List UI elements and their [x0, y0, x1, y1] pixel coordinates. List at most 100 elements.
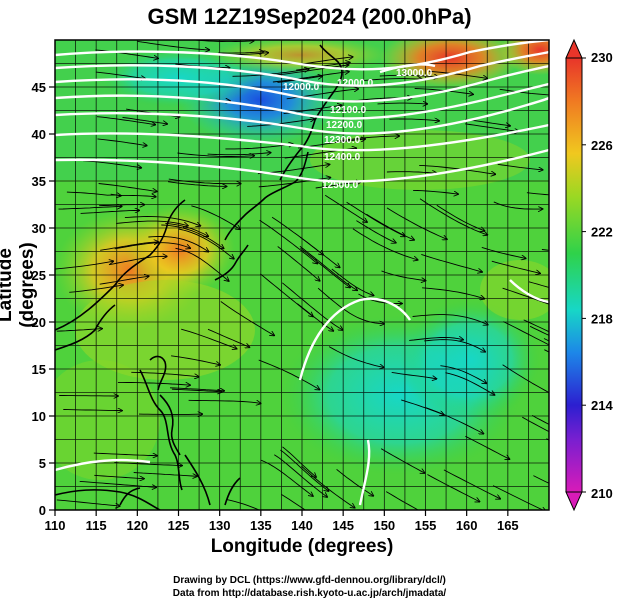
height-contours	[55, 40, 549, 506]
colorbar-tick-label: 214	[591, 398, 613, 413]
streamline	[465, 123, 518, 132]
streamline	[218, 52, 263, 54]
streamline	[440, 365, 486, 384]
streamline	[260, 459, 313, 496]
streamline	[272, 72, 349, 83]
colorbar-tick-label: 210	[591, 486, 613, 501]
x-tick-label: 165	[497, 518, 519, 533]
streamline	[94, 474, 143, 478]
x-tick-label: 140	[291, 518, 313, 533]
y-tick-label: 45	[32, 80, 46, 95]
streamline	[122, 116, 168, 124]
streamline	[168, 178, 241, 184]
colorbar-scale	[565, 57, 583, 493]
streamline	[79, 480, 156, 487]
y-tick-label: 35	[32, 174, 46, 189]
streamline	[299, 236, 339, 267]
streamline	[315, 182, 361, 189]
wind-streamlines	[55, 40, 549, 510]
streamline	[282, 282, 342, 330]
contour-label: 13000.0	[396, 68, 433, 79]
streamline	[56, 499, 120, 506]
x-tick-label: 150	[373, 518, 395, 533]
y-tick-label: 0	[39, 503, 46, 518]
streamline	[274, 454, 327, 497]
y-tick-label: 40	[32, 127, 46, 142]
streamline	[277, 246, 320, 281]
contour-label: 12300.0	[324, 135, 361, 146]
streamline	[413, 189, 458, 194]
streamline	[98, 183, 157, 192]
streamline	[258, 359, 320, 389]
x-tick-label: 110	[45, 518, 66, 533]
streamline	[259, 219, 318, 263]
height-contour-labels: 12000.0 12000.0 12100.0 12200.0 12300.0 …	[283, 68, 433, 191]
streamline	[95, 71, 145, 79]
y-axis: 0 5 10 15 20 25 30 35 40 45	[32, 80, 55, 518]
streamline	[336, 469, 374, 495]
streamline	[428, 70, 487, 78]
streamline	[124, 216, 200, 226]
streamline	[281, 494, 307, 510]
x-tick-label: 145	[332, 518, 354, 533]
y-tick-label: 15	[32, 362, 46, 377]
streamline	[531, 415, 549, 425]
streamline	[66, 191, 121, 196]
streamline	[497, 163, 543, 170]
y-tick-label: 5	[39, 456, 46, 471]
streamline	[502, 364, 549, 394]
x-axis: 110 115 120 125 130 135 140 145 150 155 160 165	[45, 510, 519, 533]
streamline	[188, 399, 261, 403]
streamline	[175, 247, 229, 281]
contour-label: 12500.0	[322, 180, 359, 191]
x-tick-label: 125	[168, 518, 190, 533]
streamline	[171, 355, 220, 365]
x-tick-label: 160	[456, 518, 478, 533]
streamline	[492, 485, 545, 510]
x-axis-label: Longitude (degrees)	[210, 536, 394, 557]
streamline	[220, 301, 274, 336]
y-tick-label: 30	[32, 221, 46, 236]
streamline	[493, 201, 543, 209]
streamline	[421, 253, 482, 272]
streamline	[381, 270, 426, 281]
x-tick-label: 155	[415, 518, 437, 533]
credit-dcl: Drawing by DCL (https://www.gfd-dennou.o…	[173, 575, 446, 586]
streamline	[207, 153, 271, 155]
streamline	[409, 338, 463, 341]
streamline	[386, 207, 447, 239]
streamline	[181, 328, 236, 348]
streamline	[522, 416, 549, 433]
lat-lon-grid	[55, 40, 549, 510]
streamline	[282, 446, 316, 477]
streamline	[58, 206, 122, 210]
contour-label: 12200.0	[326, 120, 363, 131]
y-tick-label: 20	[32, 315, 46, 330]
streamline	[379, 75, 438, 77]
streamline	[247, 119, 314, 127]
streamline	[177, 152, 254, 157]
streamline	[443, 469, 500, 499]
streamline	[528, 281, 549, 288]
x-tick-label: 130	[209, 518, 231, 533]
streamline	[169, 387, 224, 391]
streamline	[97, 138, 147, 146]
streamline	[386, 172, 437, 174]
streamline	[55, 261, 113, 270]
y-tick-label: 10	[32, 409, 46, 424]
streamline	[116, 220, 188, 226]
y-axis-label: Latitude (degrees)	[0, 242, 38, 328]
streamline	[380, 448, 424, 473]
streamline	[419, 164, 495, 174]
streamline	[481, 246, 526, 258]
streamline	[533, 475, 549, 484]
streamline	[427, 474, 479, 502]
colorbar: 210 214 218 222 226 230	[565, 38, 613, 512]
streamline	[207, 328, 249, 347]
streamline	[100, 242, 158, 251]
streamline	[445, 372, 494, 395]
streamline	[391, 371, 437, 378]
streamline	[63, 410, 122, 411]
contour-label: 12400.0	[324, 152, 361, 163]
